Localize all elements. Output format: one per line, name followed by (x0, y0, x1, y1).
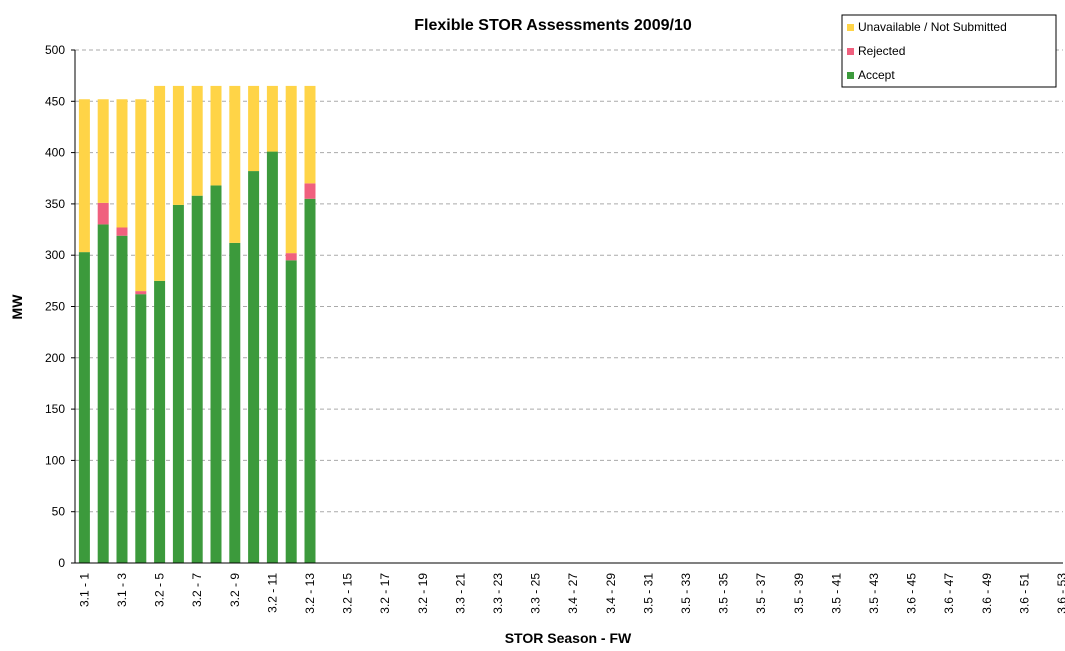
legend-label: Accept (858, 68, 895, 82)
bar-segment (285, 85, 297, 254)
bar-segment (304, 183, 316, 199)
bar-segment (135, 99, 147, 292)
bar-segment (78, 99, 90, 253)
x-tick-label: 3.6 - 51 (1017, 573, 1031, 614)
y-tick-label: 150 (45, 402, 65, 416)
bar-segment (266, 151, 278, 563)
bar-segment (304, 85, 316, 184)
bar-segment (116, 99, 128, 228)
x-tick-label: 3.4 - 27 (566, 573, 580, 614)
bar-segment (172, 85, 184, 205)
bar-segment (304, 198, 316, 563)
x-tick-label: 3.2 - 11 (265, 573, 279, 613)
x-tick-label: 3.6 - 53 (1055, 573, 1065, 614)
x-tick-label: 3.2 - 19 (416, 573, 430, 614)
x-tick-label: 3.1 - 3 (115, 573, 129, 607)
x-tick-label: 3.5 - 43 (867, 573, 881, 614)
grid (75, 49, 1063, 513)
bar-segment (135, 294, 147, 563)
bar-segment (285, 260, 297, 563)
x-tick-label: 3.5 - 31 (641, 573, 655, 614)
y-tick-label: 250 (45, 300, 65, 314)
bar-segment (229, 85, 241, 243)
x-tick-label: 3.2 - 17 (378, 573, 392, 614)
legend-swatch (847, 48, 854, 55)
bar-segment (266, 85, 278, 152)
x-tick-label: 3.2 - 5 (153, 573, 167, 607)
y-tick-label: 300 (45, 248, 65, 262)
y-tick-label: 350 (45, 197, 65, 211)
y-tick-label: 100 (45, 453, 65, 467)
bar-segment (191, 85, 203, 196)
legend: Unavailable / Not Submitted Rejected Accep… (841, 14, 1057, 88)
x-tick-label: 3.6 - 47 (942, 573, 956, 614)
bar-segment (248, 171, 260, 563)
bar-segment (285, 253, 297, 261)
x-axis-title: STOR Season - FW (505, 630, 632, 646)
x-tick-label: 3.5 - 35 (717, 573, 731, 614)
x-tick-label: 3.5 - 37 (754, 573, 768, 614)
y-tick-label: 50 (52, 505, 66, 519)
y-tick-label: 200 (45, 351, 65, 365)
bar-segment (97, 99, 109, 203)
legend-box (841, 14, 1057, 88)
y-tick-label: 0 (58, 556, 65, 570)
bars (78, 85, 316, 564)
bar-segment (116, 227, 128, 236)
bar-segment (154, 85, 166, 281)
x-tick-label: 3.5 - 41 (829, 573, 843, 614)
x-tick-label: 3.2 - 15 (341, 573, 355, 614)
bar-segment (78, 252, 90, 563)
x-tick-label: 3.1 - 1 (77, 573, 91, 607)
bar-segment (210, 185, 222, 563)
x-tick-label: 3.3 - 23 (491, 573, 505, 614)
x-tick-label: 3.2 - 7 (190, 573, 204, 607)
y-axis-title: MW (9, 294, 25, 320)
bar-segment (97, 224, 109, 564)
bar-segment (135, 291, 147, 295)
y-tick-label: 400 (45, 146, 65, 160)
x-tick-label: 3.2 - 13 (303, 573, 317, 614)
legend-swatch (847, 24, 854, 31)
chart-title: Flexible STOR Assessments 2009/10 (414, 17, 692, 34)
bar-segment (116, 235, 128, 563)
x-tick-label: 3.3 - 21 (453, 573, 467, 614)
x-tick-label: 3.4 - 29 (604, 573, 618, 614)
bar-segment (229, 242, 241, 563)
y-tick-label: 500 (45, 43, 65, 57)
legend-label: Unavailable / Not Submitted (858, 20, 1007, 34)
axes: 0 50 100 150 200 250 300 350 400 450 500 3.1 - 1 3.1… (45, 43, 1065, 614)
bar-segment (248, 85, 260, 172)
bar-segment (154, 280, 166, 563)
x-tick-label: 3.6 - 49 (980, 573, 994, 614)
x-tick-label: 3.3 - 25 (529, 573, 543, 614)
bar-segment (172, 204, 184, 563)
x-tick-label: 3.2 - 9 (228, 573, 242, 607)
bar-segment (210, 85, 222, 186)
legend-swatch (847, 72, 854, 79)
x-tick-label: 3.5 - 33 (679, 573, 693, 614)
x-tick-label: 3.6 - 45 (905, 573, 919, 614)
x-tick-label: 3.5 - 39 (792, 573, 806, 614)
legend-label: Rejected (858, 44, 905, 58)
bar-segment (97, 202, 109, 225)
y-tick-label: 450 (45, 94, 65, 108)
bar-segment (191, 195, 203, 563)
